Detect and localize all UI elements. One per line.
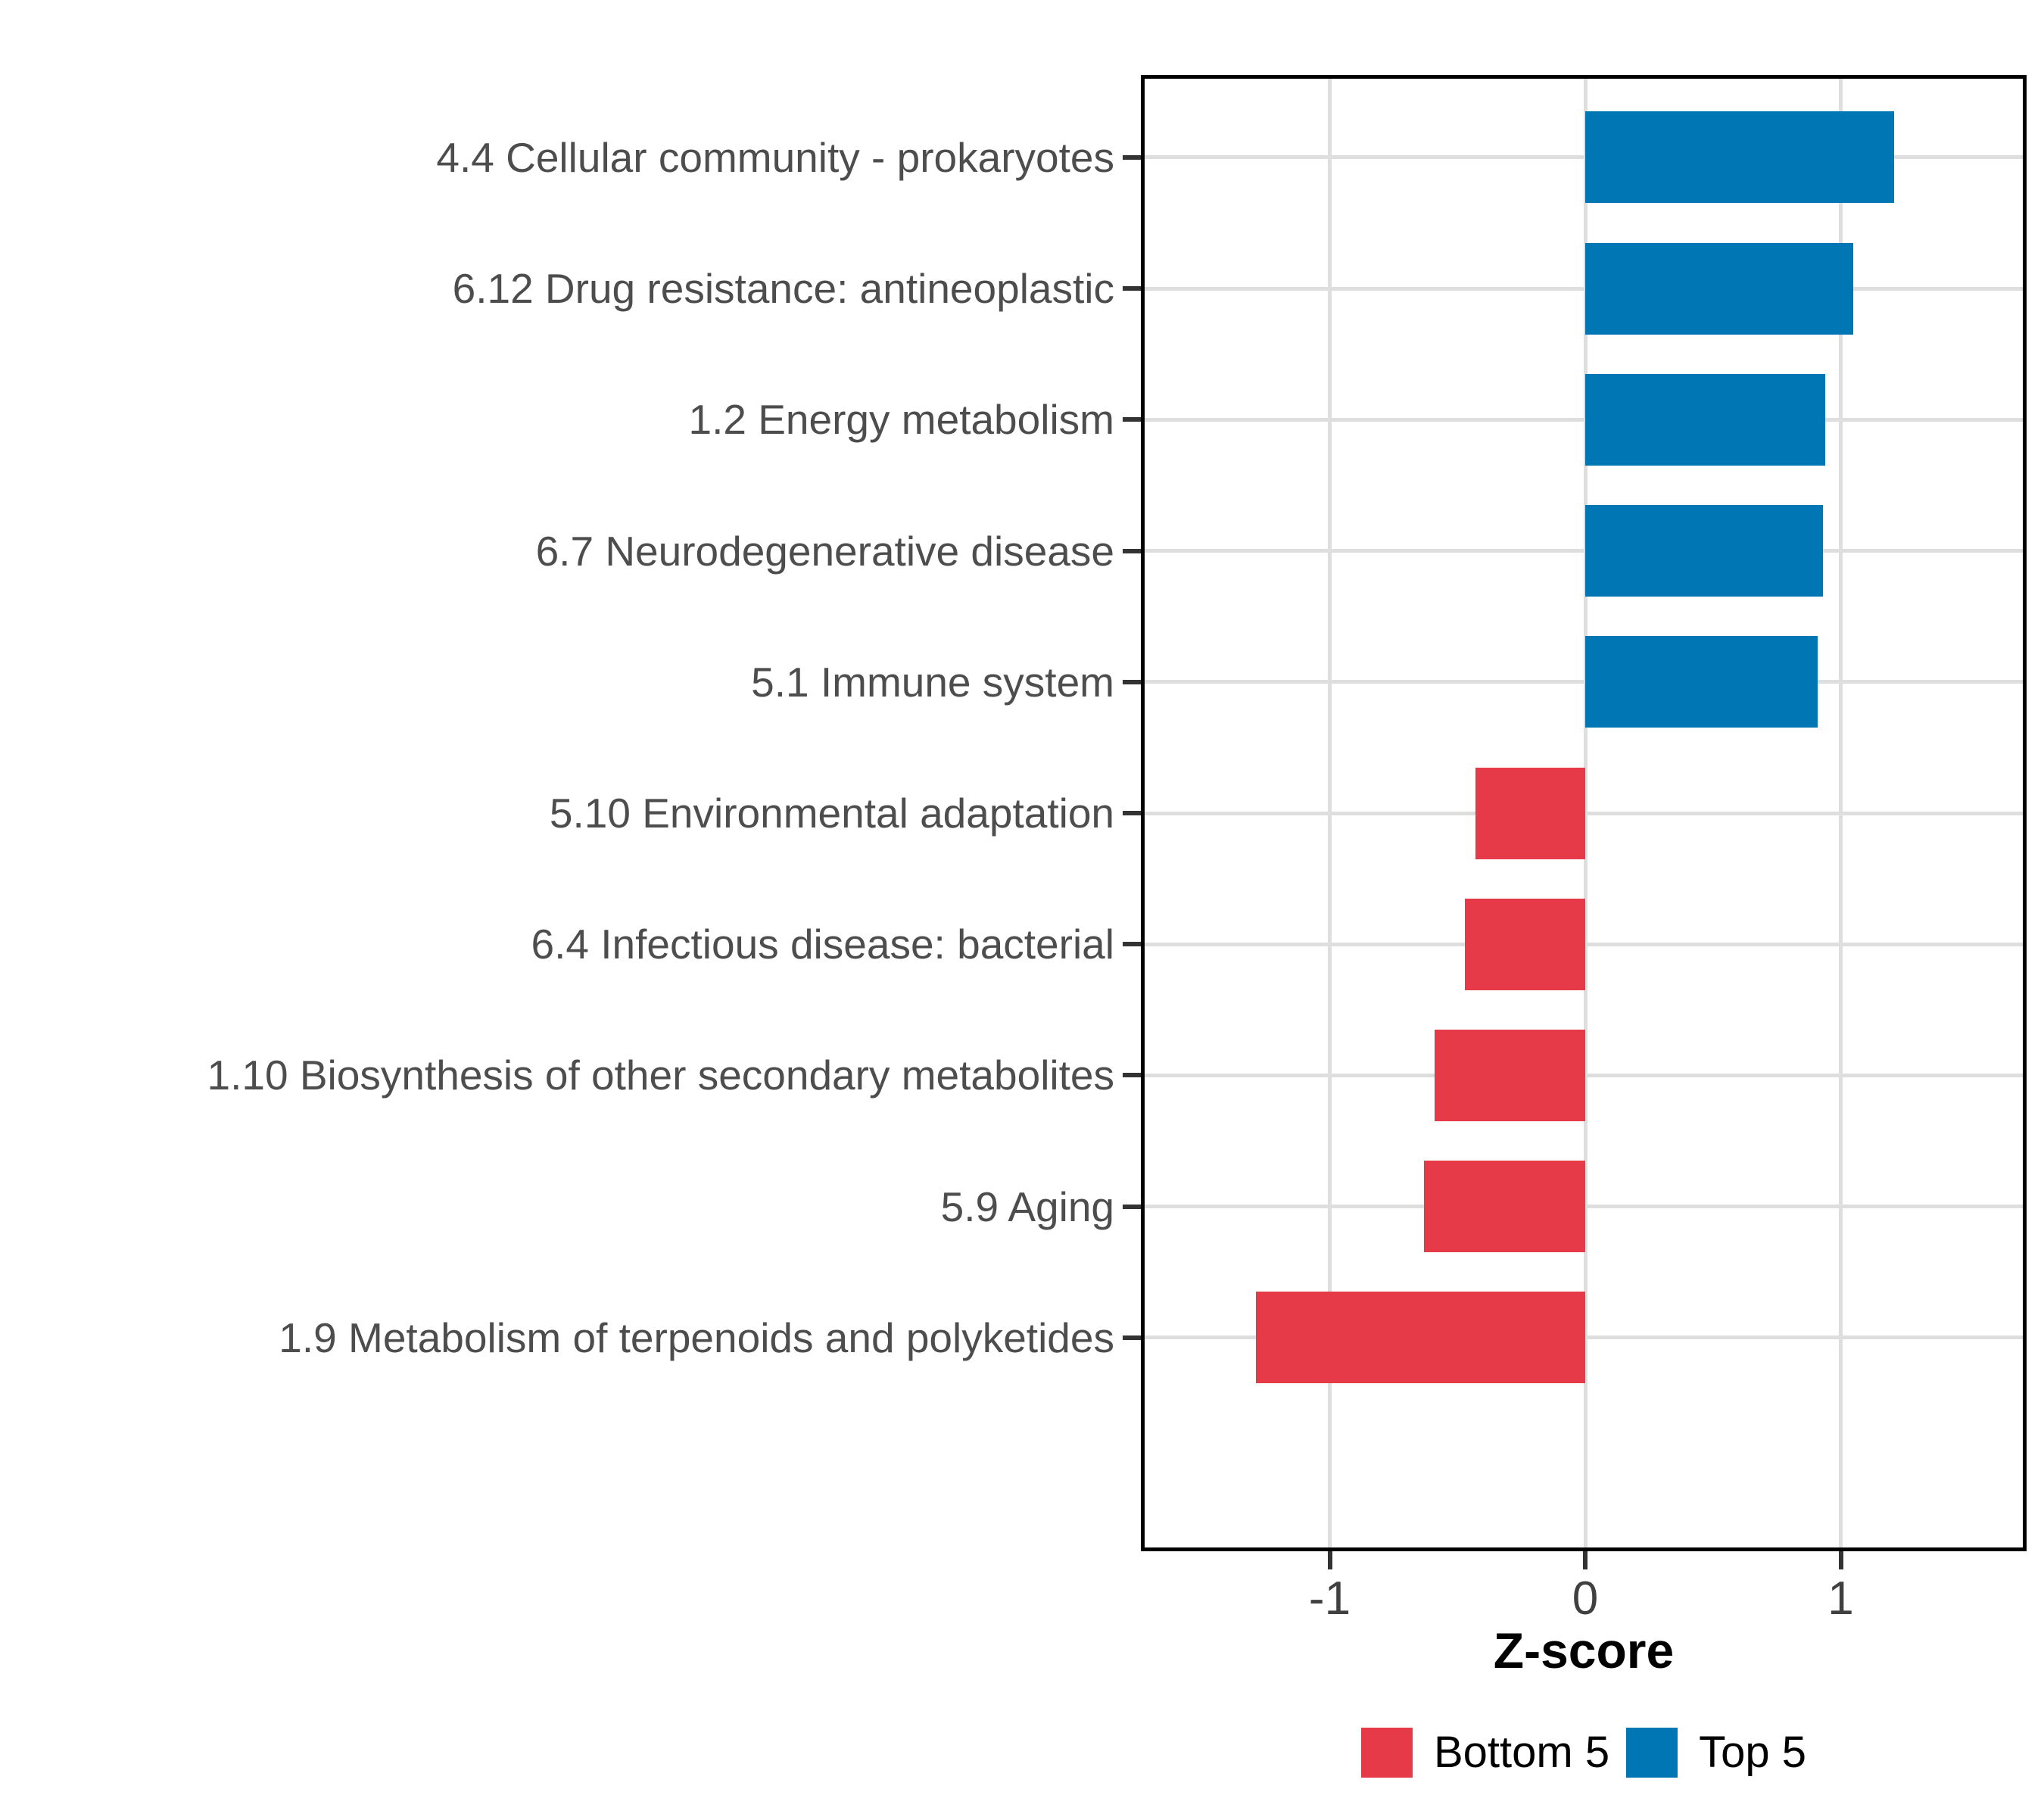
y-tick-mark: [1123, 942, 1141, 947]
bar-top5: [1585, 373, 1826, 466]
bar-top5: [1585, 505, 1823, 597]
y-category-label: 6.12 Drug resistance: antineoplastic: [452, 265, 1114, 313]
bar-top5: [1585, 636, 1818, 728]
bar-bottom5: [1424, 1161, 1585, 1253]
legend-swatch-red: [1360, 1728, 1413, 1778]
legend-entry-top5: Top 5: [1626, 1725, 1806, 1781]
y-tick-mark: [1123, 1073, 1141, 1078]
plot-area: [1145, 79, 2023, 1547]
x-tick-label: 0: [1572, 1572, 1599, 1625]
y-tick-mark: [1123, 811, 1141, 815]
y-category-label: 5.1 Immune system: [751, 658, 1114, 706]
y-tick-mark: [1123, 154, 1141, 160]
x-tick-mark: [1838, 1551, 1843, 1569]
bar-bottom5: [1465, 898, 1585, 990]
x-axis-title: Z-score: [1493, 1622, 1675, 1678]
y-category-label: 4.4 Cellular community - prokaryotes: [436, 133, 1114, 181]
bar-bottom5: [1475, 767, 1585, 859]
bar-top5: [1585, 111, 1895, 204]
legend: Bottom 5 Top 5: [1141, 1725, 2027, 1781]
bar-top5: [1585, 242, 1854, 335]
y-category-label: 1.10 Biosynthesis of other secondary met…: [207, 1052, 1114, 1099]
y-tick-mark: [1123, 679, 1141, 684]
x-tick-mark: [1327, 1551, 1332, 1569]
legend-swatch-blue: [1626, 1728, 1678, 1778]
bar-bottom5: [1434, 1029, 1585, 1121]
y-category-label: 1.2 Energy metabolism: [688, 396, 1115, 444]
legend-label: Bottom 5: [1433, 1728, 1610, 1777]
y-gridline: [1145, 286, 2023, 291]
y-gridline: [1145, 417, 2023, 422]
x-tick-mark: [1583, 1551, 1588, 1569]
bar-bottom5: [1255, 1292, 1585, 1384]
y-tick-mark: [1123, 1335, 1141, 1340]
y-category-label: 1.9 Metabolism of terpenoids and polyket…: [279, 1314, 1114, 1361]
plot-panel: [1141, 75, 2027, 1551]
y-tick-mark: [1123, 417, 1141, 422]
x-tick-label: 1: [1827, 1572, 1854, 1625]
y-tick-mark: [1123, 1204, 1141, 1209]
y-category-label: 5.10 Environmental adaptation: [549, 790, 1114, 837]
legend-label: Top 5: [1699, 1728, 1806, 1777]
y-category-label: 5.9 Aging: [940, 1183, 1114, 1230]
y-gridline: [1145, 155, 2023, 160]
y-tick-mark: [1123, 286, 1141, 291]
legend-entry-bottom5: Bottom 5: [1360, 1725, 1610, 1781]
y-gridline: [1145, 549, 2023, 553]
x-tick-label: -1: [1308, 1572, 1351, 1625]
y-tick-mark: [1123, 548, 1141, 553]
y-category-label: 6.7 Neurodegenerative disease: [535, 527, 1114, 575]
y-category-label: 6.4 Infectious disease: bacterial: [531, 921, 1114, 968]
y-gridline: [1145, 680, 2023, 684]
